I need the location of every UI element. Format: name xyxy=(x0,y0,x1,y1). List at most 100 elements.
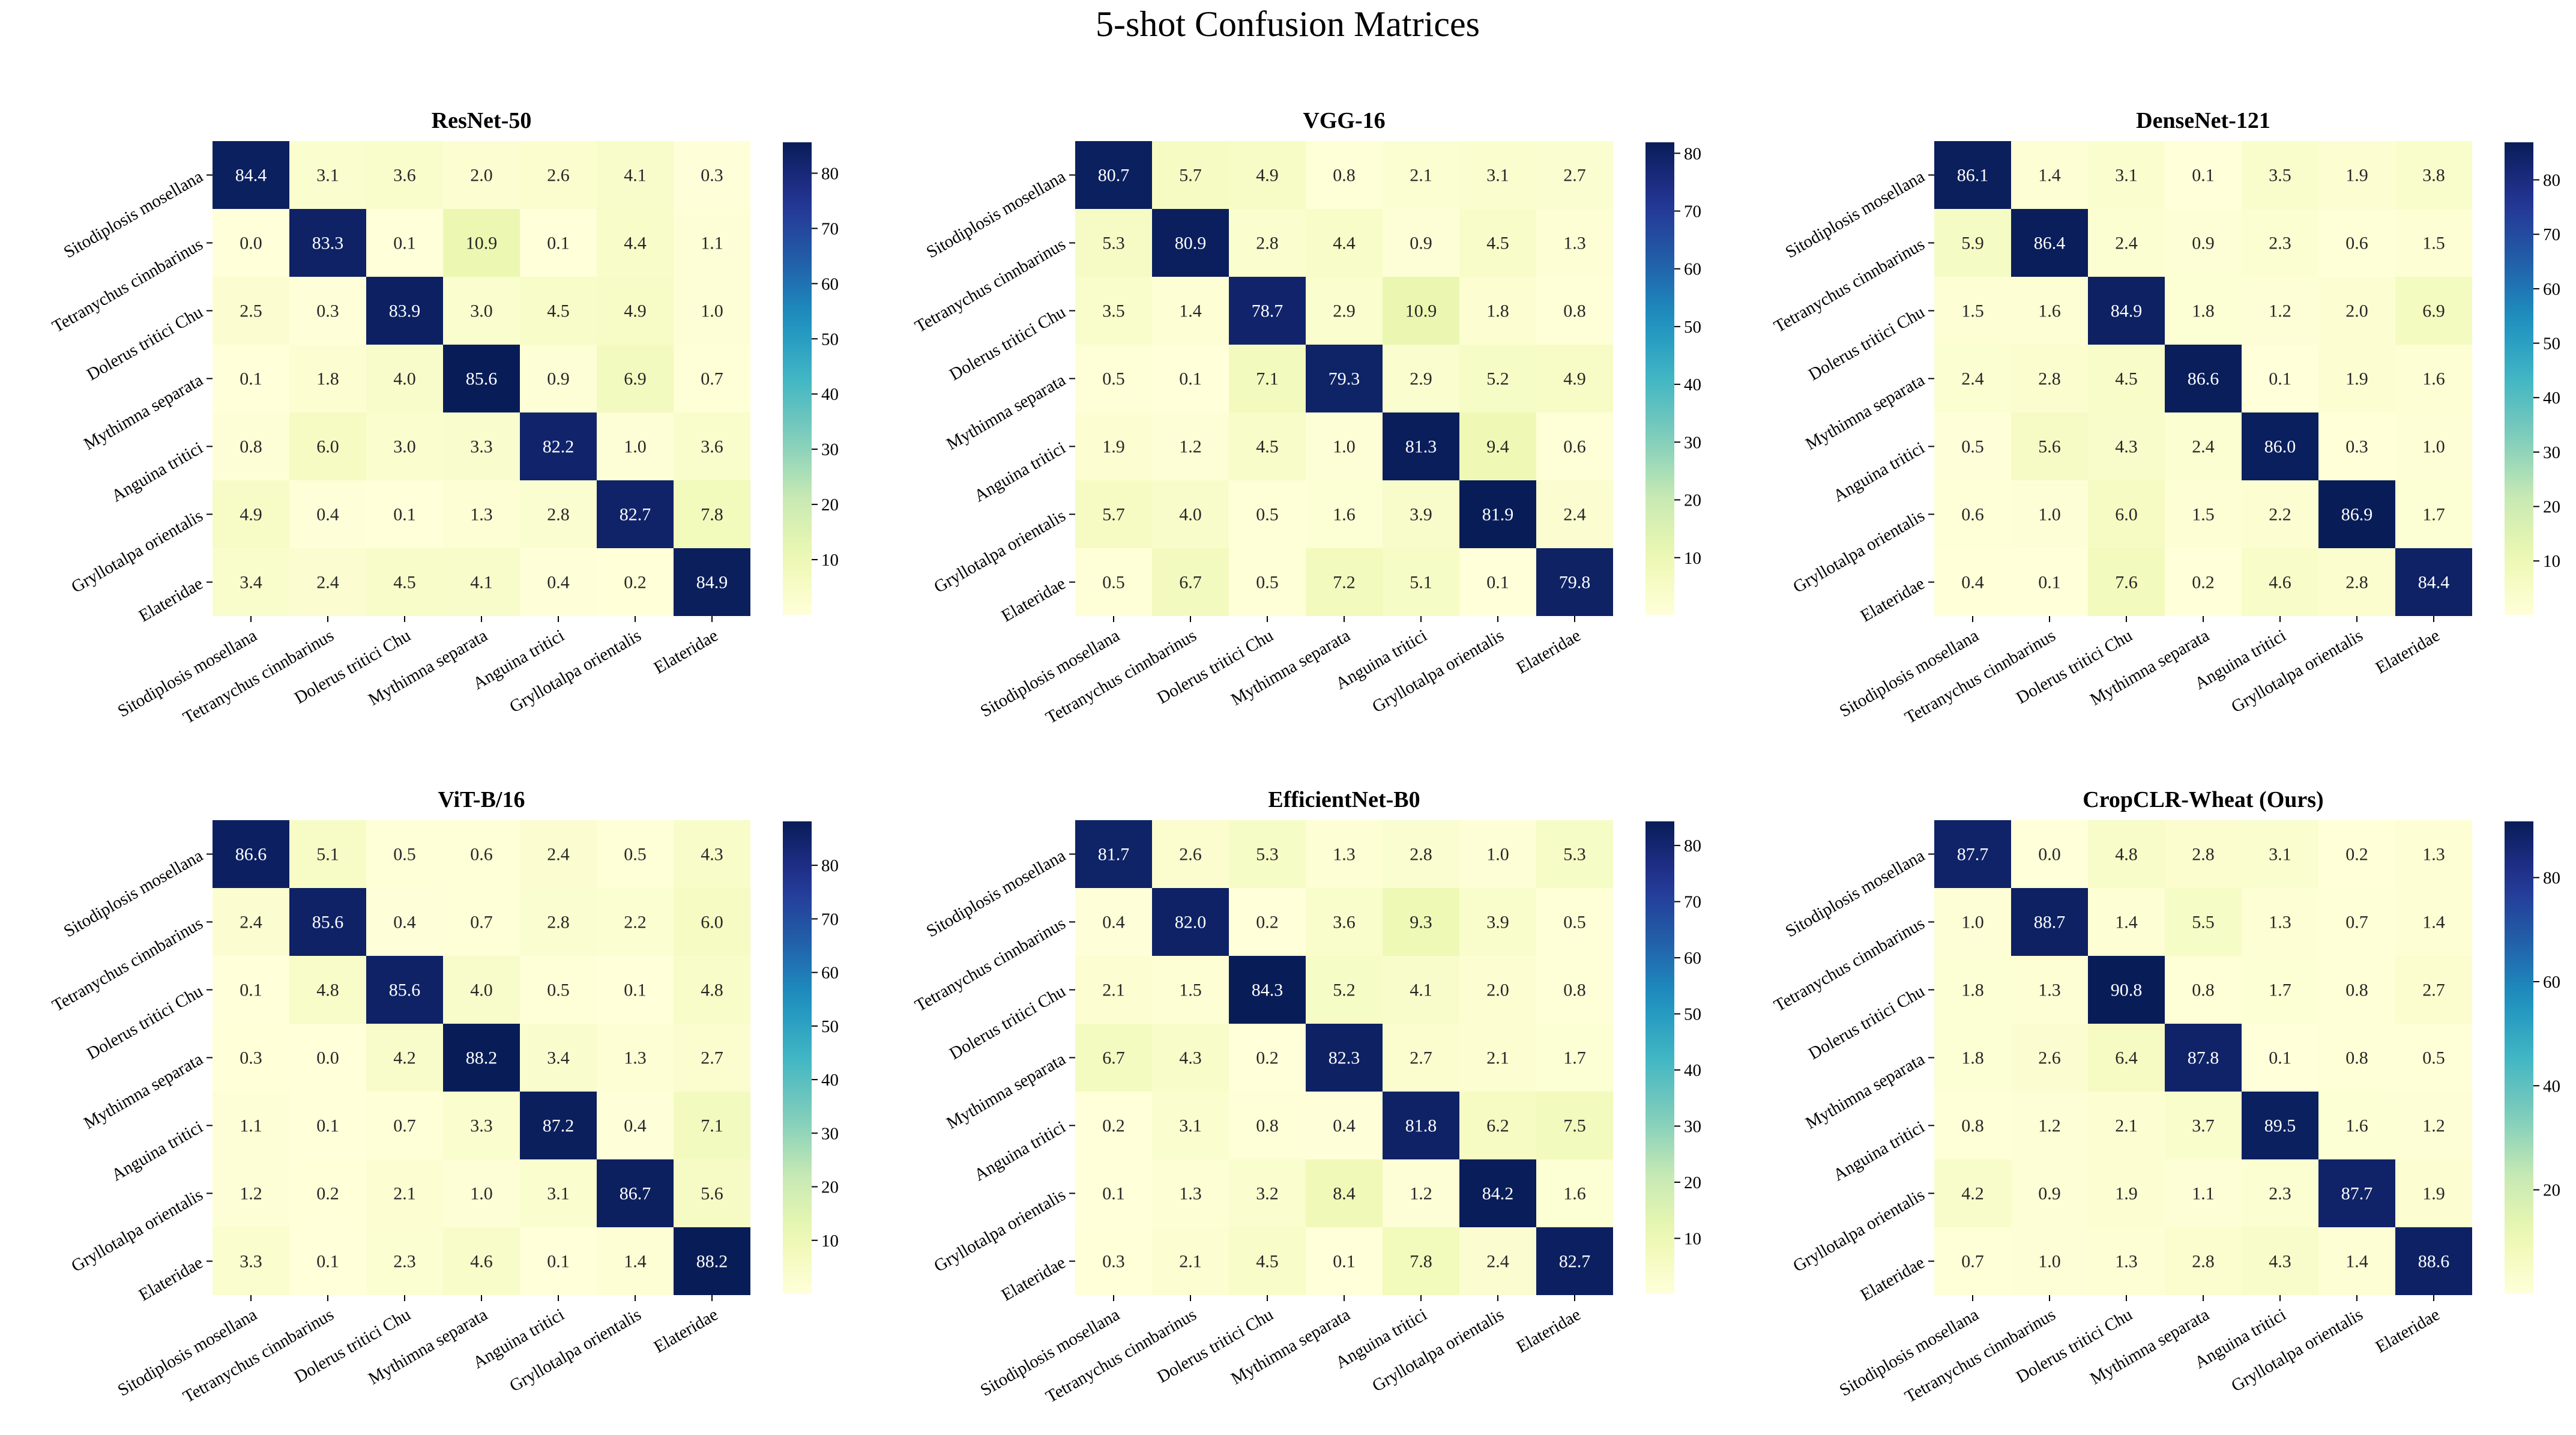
heatmap-cell xyxy=(520,1159,597,1227)
y-tick-label: Anguina tritici xyxy=(1830,438,1928,506)
heatmap-cell xyxy=(1383,345,1459,412)
cell-value-label: 2.4 xyxy=(1486,1252,1509,1272)
heatmap-cell xyxy=(597,956,674,1024)
cell-value-label: 1.1 xyxy=(240,1116,262,1136)
colorbar-tick-label: 20 xyxy=(821,495,839,515)
cell-value-label: 4.8 xyxy=(701,980,723,1000)
cell-value-label: 2.7 xyxy=(1410,1048,1432,1068)
heatmap-cell xyxy=(2242,1159,2318,1227)
cell-value-label: 1.3 xyxy=(2115,1252,2138,1272)
heatmap-cell xyxy=(1459,345,1536,412)
heatmap-cell xyxy=(1152,412,1229,480)
cell-value-label: 0.5 xyxy=(547,980,570,1000)
heatmap-cell xyxy=(2011,1092,2088,1159)
heatmap-cell xyxy=(597,141,674,209)
cell-value-label: 81.7 xyxy=(1098,845,1130,865)
heatmap-cell xyxy=(2088,141,2165,209)
heatmap-panel-vgg-16: VGG-16 80.7 5.7 4.9 0.8 2.1 3.1 2.7 5.3 80.9 2.8 4.… xyxy=(912,108,1701,728)
colorbar-tick-label: 30 xyxy=(821,440,839,459)
cell-value-label: 4.5 xyxy=(1256,437,1279,457)
heatmap-cell xyxy=(2242,548,2318,616)
cell-value-label: 82.7 xyxy=(620,505,651,525)
heatmap-panel-vit-b-16: ViT-B/16 86.6 5.1 0.5 0.6 2.4 0.5 4.3 2.4 85.6 0.4… xyxy=(49,787,839,1407)
cell-value-label: 82.2 xyxy=(543,437,575,457)
cell-value-label: 80.7 xyxy=(1098,166,1130,186)
y-tick-label: Elateridae xyxy=(136,1253,207,1305)
y-tick-label: Elateridae xyxy=(998,1253,1069,1305)
cell-value-label: 0.5 xyxy=(1102,369,1125,389)
heatmap-cell xyxy=(2088,1024,2165,1092)
cell-value-label: 5.1 xyxy=(316,845,339,865)
cell-value-label: 2.9 xyxy=(1333,301,1356,321)
x-tick-label: Gryllotalpa orientalis xyxy=(506,626,644,716)
cell-value-label: 2.8 xyxy=(2038,369,2061,389)
colorbar-tick-label: 40 xyxy=(2543,1077,2560,1096)
cell-value-label: 0.6 xyxy=(470,845,493,865)
cell-value-label: 2.4 xyxy=(1961,369,1984,389)
x-tick-label: Gryllotalpa orientalis xyxy=(1369,1305,1507,1395)
cell-value-label: 1.0 xyxy=(1961,913,1984,932)
heatmap-cell xyxy=(213,1024,289,1092)
heatmap-cell xyxy=(2242,345,2318,412)
cell-value-label: 3.0 xyxy=(470,301,493,321)
cell-value-label: 84.2 xyxy=(1482,1184,1514,1204)
colorbar-tick-label: 70 xyxy=(1684,893,1701,912)
heatmap-cell xyxy=(2088,1092,2165,1159)
heatmap-cell xyxy=(1934,820,2011,888)
y-tick-label: Dolerus tritici Chu xyxy=(83,303,206,384)
cell-value-label: 90.8 xyxy=(2111,980,2143,1000)
heatmap-cell xyxy=(2088,345,2165,412)
cell-value-label: 1.5 xyxy=(1179,980,1202,1000)
heatmap-cell xyxy=(213,820,289,888)
heatmap-cell xyxy=(1934,209,2011,277)
y-tick-label: Mythimna separata xyxy=(1802,1050,1928,1133)
cell-value-label: 3.6 xyxy=(393,166,416,186)
heatmap-cell xyxy=(366,1024,443,1092)
cell-value-label: 2.7 xyxy=(2422,980,2445,1000)
x-tick-label: Elateridae xyxy=(2372,1305,2443,1356)
heatmap-cell xyxy=(2318,345,2395,412)
cell-value-label: 1.6 xyxy=(2422,369,2445,389)
cell-value-label: 1.0 xyxy=(2422,437,2445,457)
heatmap-cell xyxy=(2165,1227,2242,1295)
heatmap-cell xyxy=(2165,1092,2242,1159)
heatmap-cell xyxy=(1459,1092,1536,1159)
heatmap-cell xyxy=(2395,1092,2472,1159)
cell-value-label: 4.5 xyxy=(1256,1252,1279,1272)
cell-value-label: 3.5 xyxy=(1102,301,1125,321)
colorbar-tick-label: 50 xyxy=(2543,334,2560,354)
heatmap-cell xyxy=(1383,209,1459,277)
heatmap-cell xyxy=(443,1024,520,1092)
colorbar-tick-label: 80 xyxy=(821,856,839,875)
cell-value-label: 84.9 xyxy=(2111,301,2143,321)
heatmap-cell xyxy=(1306,956,1383,1024)
heatmap-cell xyxy=(1934,1227,2011,1295)
cell-value-label: 4.4 xyxy=(624,234,647,253)
cell-value-label: 0.2 xyxy=(624,573,647,593)
cell-value-label: 3.1 xyxy=(2269,845,2291,865)
heatmap-cell xyxy=(2395,1024,2472,1092)
y-tick-label: Mythimna separata xyxy=(1802,370,1928,454)
heatmap-cell xyxy=(213,412,289,480)
cell-value-label: 3.5 xyxy=(2269,166,2291,186)
cell-value-label: 1.0 xyxy=(1486,845,1509,865)
cell-value-label: 2.4 xyxy=(240,913,262,932)
heatmap-cell xyxy=(1229,548,1306,616)
heatmap-cell xyxy=(366,1159,443,1227)
heatmap-cell xyxy=(2165,548,2242,616)
colorbar-tick-label: 10 xyxy=(1684,549,1701,568)
cell-value-label: 4.5 xyxy=(547,301,570,321)
y-tick-label: Dolerus tritici Chu xyxy=(946,982,1069,1063)
heatmap-cell xyxy=(1459,1227,1536,1295)
heatmap-cell xyxy=(1306,345,1383,412)
cell-value-label: 81.9 xyxy=(1482,505,1514,525)
cell-value-label: 7.5 xyxy=(1563,1116,1586,1136)
heatmap-cell xyxy=(289,277,366,345)
cell-value-label: 1.6 xyxy=(2038,301,2061,321)
y-tick-label: Elateridae xyxy=(1857,1253,1928,1305)
cell-value-label: 4.8 xyxy=(316,980,339,1000)
heatmap-cell xyxy=(443,141,520,209)
cell-value-label: 10.9 xyxy=(1405,301,1437,321)
cell-value-label: 1.2 xyxy=(1179,437,1202,457)
cell-value-label: 2.1 xyxy=(1410,166,1432,186)
